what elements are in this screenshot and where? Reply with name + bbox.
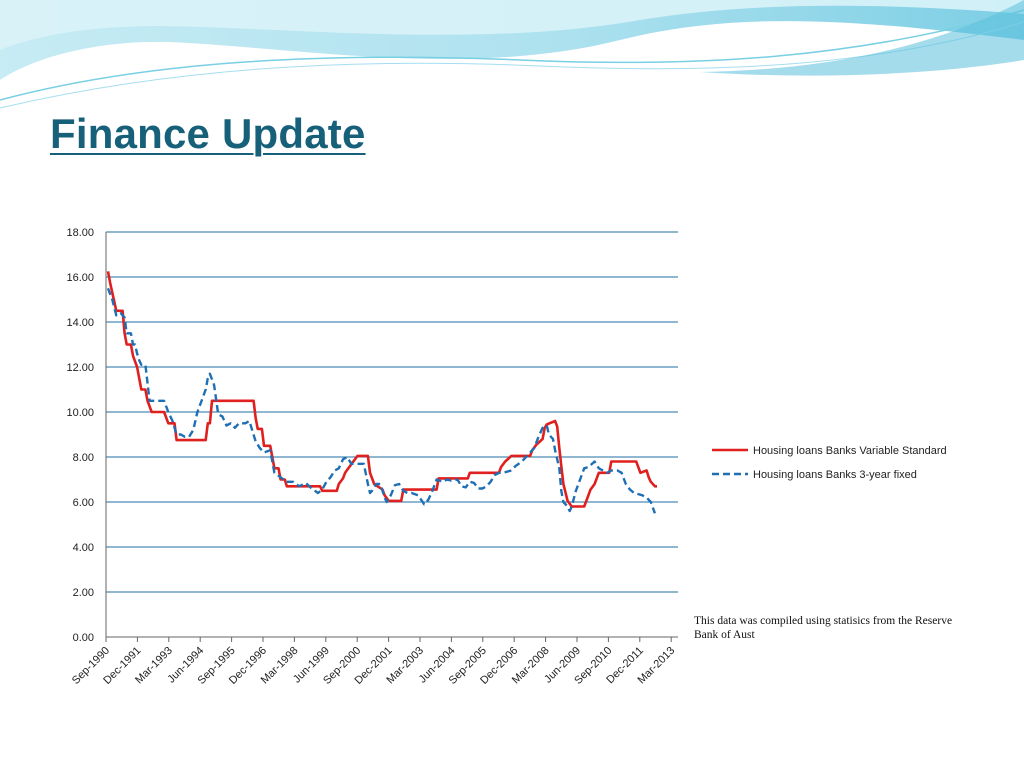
series-line-variable-standard: [106, 271, 657, 508]
y-tick-label: 18.00: [66, 227, 94, 239]
data-source-note: This data was compiled using statisics f…: [694, 615, 953, 641]
y-tick-label: 6.00: [73, 497, 94, 509]
y-tick-label: 0.00: [73, 632, 94, 644]
slide-title: Finance Update: [50, 110, 366, 157]
x-axis-tick-labels: Sep-1990Dec-1991Mar-1993Jun-1994Sep-1995…: [70, 645, 677, 687]
header-swoosh-decoration: [0, 0, 1024, 109]
series-line-three-year-fixed: [106, 287, 657, 514]
series-lines: [106, 271, 657, 514]
x-axis: [105, 232, 678, 642]
legend-label: Housing loans Banks 3-year fixed: [753, 469, 917, 481]
y-tick-label: 16.00: [66, 272, 94, 284]
legend-label: Housing loans Banks Variable Standard: [753, 445, 947, 457]
gridlines: [106, 231, 678, 593]
y-tick-label: 10.00: [66, 407, 94, 419]
y-tick-label: 4.00: [73, 542, 94, 554]
y-tick-label: 8.00: [73, 452, 94, 464]
y-axis-tick-labels: 0.00 2.00 4.00 6.00 8.00 10.00 12.00 14.00 16.00…: [66, 227, 94, 644]
y-tick-label: 2.00: [73, 587, 94, 599]
y-tick-label: 12.00: [66, 362, 94, 374]
chart-legend: Housing loans Banks Variable Standard Hou…: [712, 445, 947, 481]
y-tick-label: 14.00: [66, 317, 94, 329]
